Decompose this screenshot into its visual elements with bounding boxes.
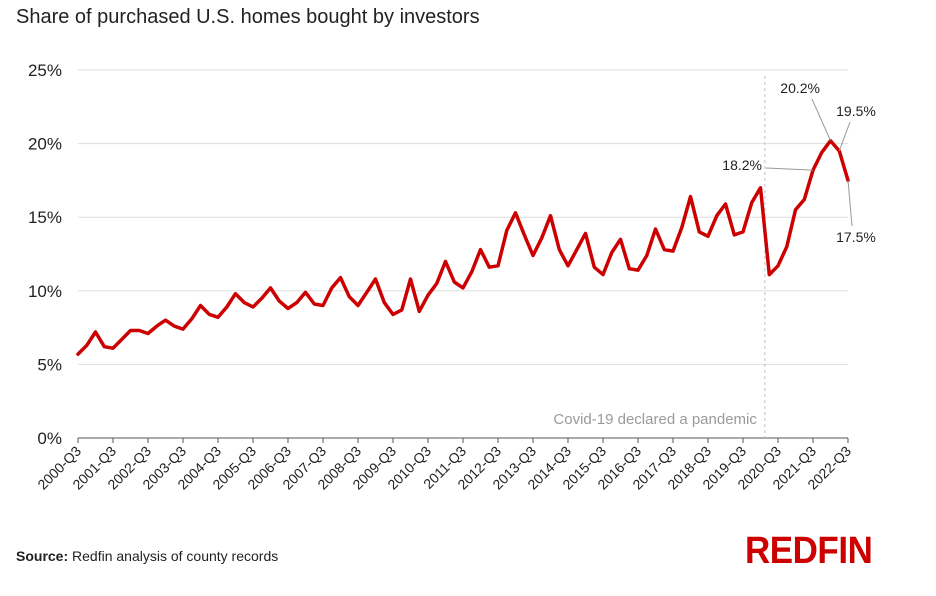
annotation-label: 18.2%: [722, 157, 762, 173]
annotation-label: 19.5%: [836, 103, 876, 119]
y-tick-label: 20%: [28, 135, 62, 154]
annotation-leader: [811, 98, 831, 141]
y-tick-label: 15%: [28, 208, 62, 227]
annotation-leader: [765, 167, 814, 171]
annotations: 18.2% 20.2% 19.5% 17.5%: [722, 80, 876, 245]
source-text: Redfin analysis of county records: [72, 548, 279, 564]
y-axis-ticks: 0% 5% 10% 15% 20% 25%: [28, 61, 62, 448]
redfin-logo: REDFIN: [745, 530, 873, 572]
source-label: Source:: [16, 548, 69, 564]
annotation-leader: [847, 180, 853, 227]
y-tick-label: 0%: [37, 429, 62, 448]
gridlines: [78, 69, 848, 439]
annotation-label: 20.2%: [780, 80, 820, 96]
y-tick-label: 10%: [28, 282, 62, 301]
chart-title: Share of purchased U.S. homes bought by …: [16, 6, 480, 28]
pandemic-marker: Covid-19 declared a pandemic: [553, 76, 766, 438]
pandemic-marker-label: Covid-19 declared a pandemic: [553, 411, 757, 428]
y-tick-label: 5%: [37, 355, 62, 374]
line-chart: Covid-19 declared a pandemic 0% 5% 10% 15% 2…: [28, 61, 876, 493]
y-tick-label: 25%: [28, 61, 62, 80]
annotation-leader: [838, 121, 851, 152]
series-layer: [76, 138, 850, 356]
x-axis-ticks: 2000-Q32001-Q32002-Q32003-Q32004-Q32005-…: [34, 438, 854, 493]
series-line-investor-share: [76, 138, 850, 356]
source-note: Source: Redfin analysis of county record…: [16, 548, 278, 564]
annotation-label: 17.5%: [836, 229, 876, 245]
